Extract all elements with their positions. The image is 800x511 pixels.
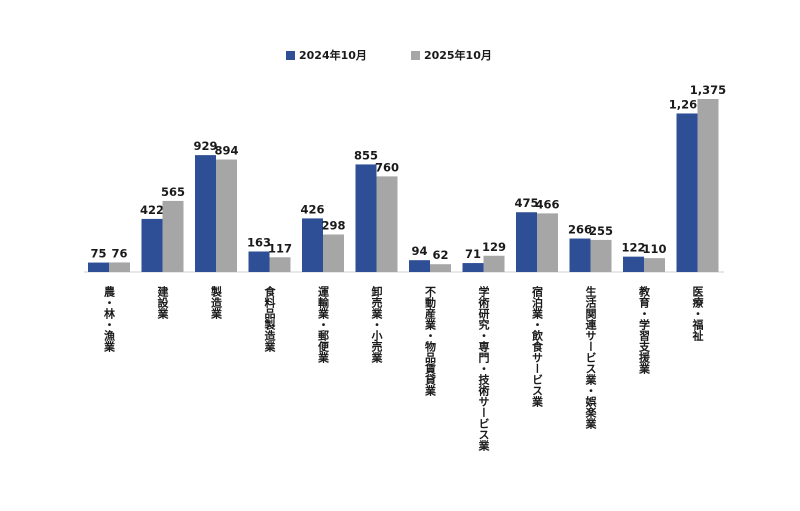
category-label-6: 不動産業・物品賃貸業 (424, 286, 438, 397)
category-label-9: 生活関連サービス業・娯楽業 (584, 285, 598, 430)
bar-2024-4 (302, 218, 323, 272)
bar-2024-5 (355, 164, 377, 272)
data-label-2024-5: 855 (354, 148, 378, 162)
data-label-2024-8: 475 (514, 196, 538, 210)
data-label-2025-11: 1,375 (690, 83, 726, 97)
data-label-2025-3: 117 (268, 241, 292, 255)
bar-2024-10 (623, 256, 644, 272)
legend-item-2024: 2024年10月 (286, 47, 367, 63)
bar-2025-11 (697, 99, 719, 272)
data-label-2025-1: 565 (161, 185, 185, 199)
category-label-3: 食料品製造業 (263, 285, 277, 353)
legend: 2024年10月 2025年10月 (286, 47, 536, 63)
data-label-2025-9: 255 (589, 224, 613, 238)
category-label-10: 教育・学習支援業 (638, 285, 652, 375)
bar-2025-10 (644, 258, 665, 272)
category-label-1: 建設業 (156, 285, 170, 320)
data-label-2024-4: 426 (300, 202, 324, 216)
legend-label-2024: 2024年10月 (299, 49, 367, 62)
data-label-2024-11: 1,260 (669, 97, 705, 111)
bar-2024-0 (88, 262, 109, 272)
bar-2025-6 (430, 264, 451, 272)
bar-2025-2 (216, 159, 237, 272)
legend-label-2025: 2025年10月 (423, 49, 492, 62)
data-label-2025-6: 62 (432, 248, 448, 262)
bar-2024-7 (462, 263, 484, 272)
bar-2025-0 (109, 262, 130, 272)
bar-2024-1 (141, 218, 163, 272)
category-label-5: 卸売業・小売業 (370, 285, 384, 364)
bar-2024-6 (409, 260, 430, 272)
data-label-2025-8: 466 (535, 197, 559, 211)
category-label-4: 運輸業・郵便業 (317, 286, 331, 364)
bar-2025-1 (162, 200, 184, 272)
bar-2025-5 (376, 176, 398, 272)
bar-2025-9 (590, 239, 612, 272)
data-label-2024-6: 94 (411, 244, 427, 258)
data-label-2024-7: 71 (465, 247, 481, 261)
bar-2024-9 (569, 238, 591, 272)
data-label-2025-5: 760 (375, 160, 399, 174)
category-label-7: 学術研究・専門・技術サービス業 (477, 285, 491, 452)
data-label-2025-2: 894 (214, 144, 238, 158)
bar-2024-8 (516, 212, 537, 272)
bar-2024-3 (248, 251, 270, 272)
data-label-2025-0: 76 (111, 246, 127, 260)
category-label-8: 宿泊業・飲食サービス業 (531, 285, 545, 408)
bar-2025-7 (483, 255, 505, 272)
data-label-2024-10: 122 (621, 241, 645, 255)
bar-2025-3 (269, 257, 291, 272)
data-label-2024-9: 266 (568, 223, 592, 237)
category-label-2: 製造業 (210, 285, 224, 320)
data-label-2024-3: 163 (247, 235, 271, 249)
category-label-11: 医療・福祉 (691, 286, 705, 342)
data-label-2025-4: 298 (321, 219, 345, 233)
data-label-2025-7: 129 (482, 240, 506, 254)
data-label-2024-2: 929 (193, 139, 217, 153)
data-label-2024-0: 75 (90, 247, 106, 261)
data-label-2025-10: 110 (642, 242, 666, 256)
legend-swatch-2024 (286, 50, 295, 60)
bar-2024-2 (195, 155, 216, 272)
bar-2025-4 (323, 234, 344, 272)
category-label-0: 農・林・漁業 (103, 285, 117, 353)
data-label-2024-1: 422 (140, 203, 164, 217)
bar-2025-8 (537, 213, 558, 272)
bar-2024-11 (676, 113, 698, 273)
legend-swatch-2025 (410, 50, 420, 60)
legend-item-2025: 2025年10月 (410, 47, 492, 63)
